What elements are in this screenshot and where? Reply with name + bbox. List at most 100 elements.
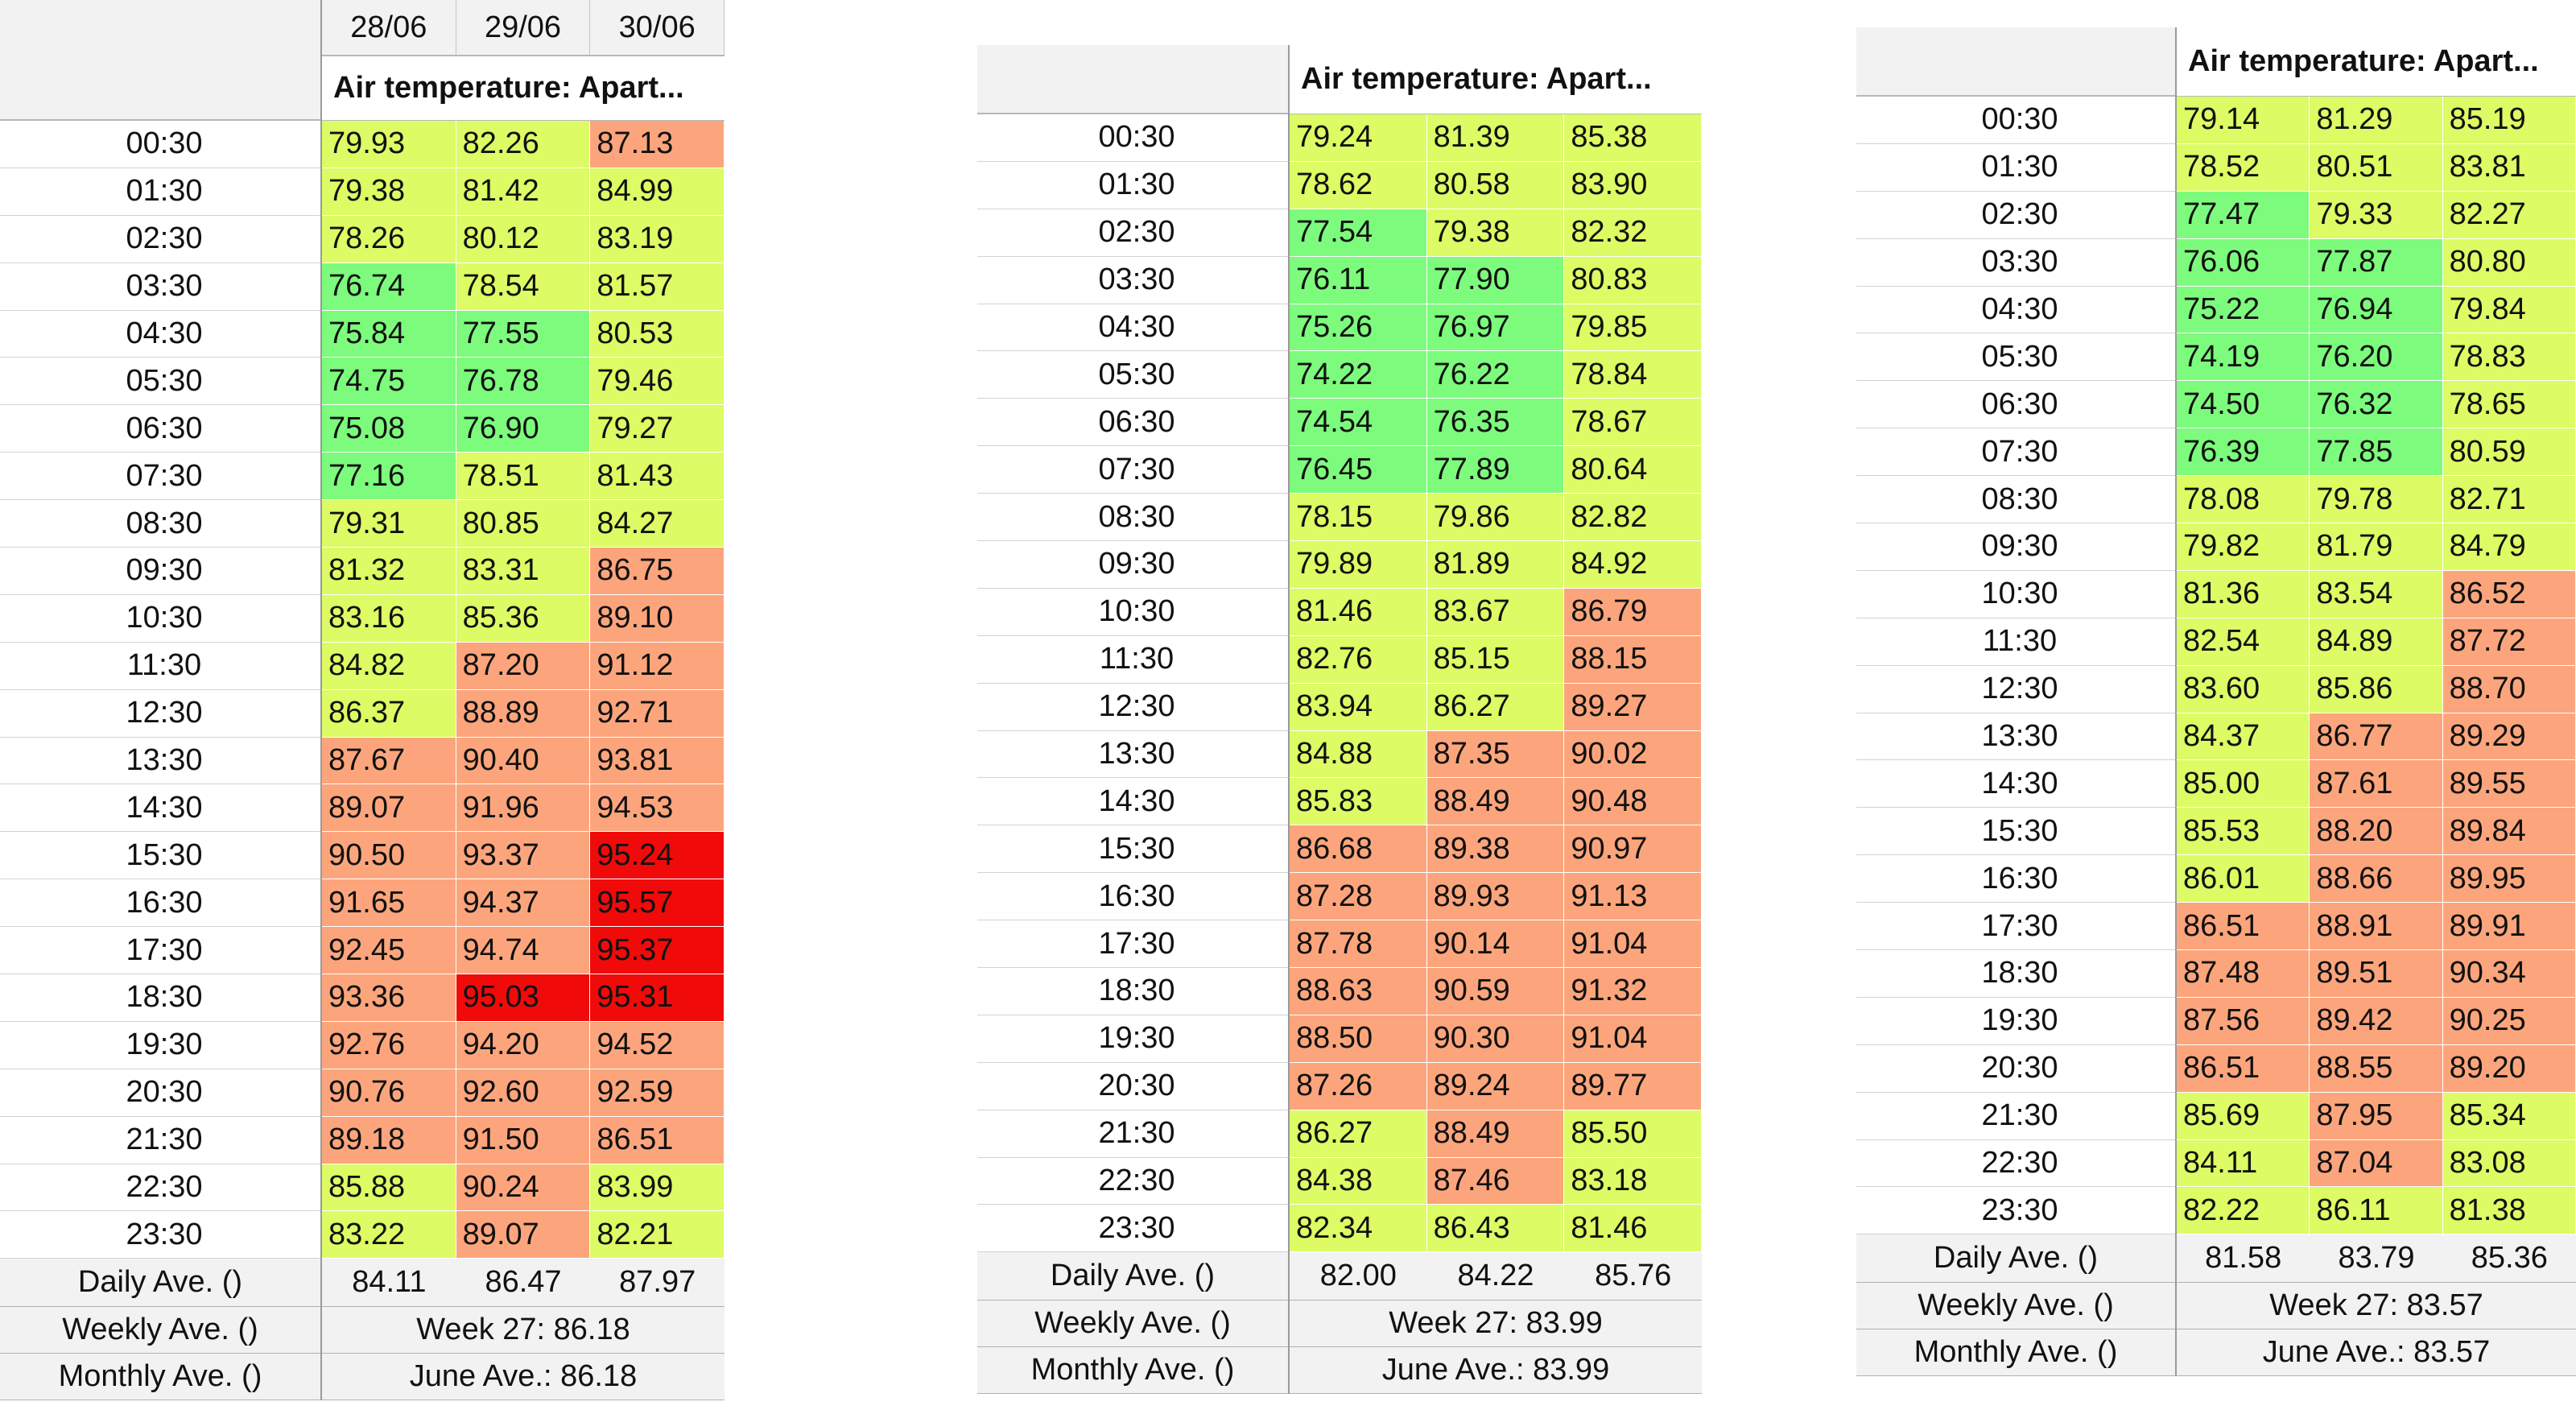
value-cell[interactable]: 77.87 (2310, 238, 2443, 286)
value-cell[interactable]: 76.39 (2177, 428, 2310, 476)
value-cell[interactable]: 85.50 (1564, 1110, 1703, 1157)
value-cell[interactable]: 79.38 (1426, 209, 1565, 256)
value-cell[interactable]: 79.86 (1426, 494, 1565, 541)
value-cell[interactable]: 78.62 (1290, 161, 1427, 209)
value-cell[interactable]: 74.50 (2177, 381, 2310, 428)
value-cell[interactable]: 77.55 (456, 310, 591, 358)
value-cell[interactable]: 79.89 (1290, 541, 1427, 588)
value-cell[interactable]: 95.57 (590, 879, 725, 927)
value-cell[interactable]: 90.30 (1426, 1015, 1565, 1062)
value-cell[interactable]: 86.68 (1290, 825, 1427, 873)
value-cell[interactable]: 77.54 (1290, 209, 1427, 256)
value-cell[interactable]: 83.67 (1426, 588, 1565, 635)
value-cell[interactable]: 87.95 (2310, 1092, 2443, 1139)
value-cell[interactable]: 89.07 (322, 784, 456, 832)
value-cell[interactable]: 92.76 (322, 1021, 456, 1069)
value-cell[interactable]: 94.74 (456, 927, 591, 974)
value-cell[interactable]: 87.13 (590, 121, 725, 167)
value-cell[interactable]: 85.19 (2442, 97, 2576, 143)
value-cell[interactable]: 89.29 (2442, 713, 2576, 760)
value-cell[interactable]: 80.85 (456, 500, 591, 548)
value-cell[interactable]: 91.32 (1564, 968, 1703, 1015)
value-cell[interactable]: 77.85 (2310, 428, 2443, 476)
value-cell[interactable]: 79.24 (1290, 114, 1427, 161)
value-cell[interactable]: 79.84 (2442, 286, 2576, 333)
value-cell[interactable]: 90.76 (322, 1069, 456, 1116)
value-cell[interactable]: 91.50 (456, 1116, 591, 1164)
value-cell[interactable]: 82.76 (1290, 635, 1427, 683)
value-cell[interactable]: 86.75 (590, 548, 725, 594)
value-cell[interactable]: 88.20 (2310, 808, 2443, 855)
value-cell[interactable]: 90.50 (322, 832, 456, 879)
value-cell[interactable]: 79.38 (322, 167, 456, 215)
value-cell[interactable]: 79.82 (2177, 523, 2310, 570)
value-cell[interactable]: 89.07 (456, 1211, 591, 1259)
value-cell[interactable]: 92.71 (590, 689, 725, 737)
value-cell[interactable]: 84.38 (1290, 1157, 1427, 1205)
value-cell[interactable]: 75.22 (2177, 286, 2310, 333)
value-cell[interactable]: 94.20 (456, 1021, 591, 1069)
value-cell[interactable]: 76.74 (322, 263, 456, 310)
value-cell[interactable]: 91.65 (322, 879, 456, 927)
value-cell[interactable]: 76.45 (1290, 446, 1427, 494)
value-cell[interactable]: 83.94 (1290, 683, 1427, 730)
value-cell[interactable]: 89.27 (1564, 683, 1703, 730)
value-cell[interactable]: 87.20 (456, 642, 591, 689)
value-cell[interactable]: 82.71 (2442, 476, 2576, 523)
value-cell[interactable]: 80.51 (2310, 143, 2443, 191)
value-cell[interactable]: 81.57 (590, 263, 725, 310)
value-cell[interactable]: 81.39 (1426, 114, 1565, 161)
value-cell[interactable]: 87.67 (322, 737, 456, 784)
value-cell[interactable]: 80.80 (2442, 238, 2576, 286)
value-cell[interactable]: 86.27 (1426, 683, 1565, 730)
value-cell[interactable]: 87.78 (1290, 920, 1427, 968)
value-cell[interactable]: 75.26 (1290, 304, 1427, 351)
value-cell[interactable]: 78.15 (1290, 494, 1427, 541)
value-cell[interactable]: 94.52 (590, 1021, 725, 1069)
value-cell[interactable]: 86.27 (1290, 1110, 1427, 1157)
value-cell[interactable]: 80.59 (2442, 428, 2576, 476)
value-cell[interactable]: 85.00 (2177, 760, 2310, 808)
value-cell[interactable]: 78.67 (1564, 399, 1703, 446)
value-cell[interactable]: 89.55 (2442, 760, 2576, 808)
value-cell[interactable]: 84.82 (322, 642, 456, 689)
value-cell[interactable]: 76.20 (2310, 333, 2443, 381)
value-cell[interactable]: 85.83 (1290, 778, 1427, 825)
value-cell[interactable]: 92.59 (590, 1069, 725, 1116)
value-cell[interactable]: 84.27 (590, 500, 725, 548)
value-cell[interactable]: 85.38 (1564, 114, 1703, 161)
value-cell[interactable]: 89.38 (1426, 825, 1565, 873)
value-cell[interactable]: 81.89 (1426, 541, 1565, 588)
value-cell[interactable]: 82.32 (1564, 209, 1703, 256)
value-cell[interactable]: 86.51 (2177, 1044, 2310, 1092)
value-cell[interactable]: 91.04 (1564, 920, 1703, 968)
value-cell[interactable]: 84.99 (590, 167, 725, 215)
value-cell[interactable]: 76.22 (1426, 351, 1565, 399)
value-cell[interactable]: 86.11 (2310, 1187, 2443, 1234)
value-cell[interactable]: 87.28 (1290, 873, 1427, 920)
value-cell[interactable]: 85.69 (2177, 1092, 2310, 1139)
value-cell[interactable]: 83.22 (322, 1211, 456, 1259)
value-cell[interactable]: 93.37 (456, 832, 591, 879)
value-cell[interactable]: 89.95 (2442, 855, 2576, 903)
value-cell[interactable]: 92.45 (322, 927, 456, 974)
value-cell[interactable]: 87.46 (1426, 1157, 1565, 1205)
value-cell[interactable]: 83.54 (2310, 570, 2443, 618)
value-cell[interactable]: 76.78 (456, 358, 591, 405)
value-cell[interactable]: 77.90 (1426, 256, 1565, 304)
value-cell[interactable]: 95.03 (456, 974, 591, 1021)
value-cell[interactable]: 76.32 (2310, 381, 2443, 428)
value-cell[interactable]: 81.46 (1564, 1205, 1703, 1252)
series-title[interactable]: Air temperature: Apart... (1290, 45, 1702, 114)
value-cell[interactable]: 90.48 (1564, 778, 1703, 825)
value-cell[interactable]: 78.26 (322, 215, 456, 263)
value-cell[interactable]: 74.75 (322, 358, 456, 405)
value-cell[interactable]: 82.21 (590, 1211, 725, 1259)
value-cell[interactable]: 81.42 (456, 167, 591, 215)
value-cell[interactable]: 83.16 (322, 594, 456, 642)
value-cell[interactable]: 78.65 (2442, 381, 2576, 428)
value-cell[interactable]: 82.54 (2177, 618, 2310, 665)
value-cell[interactable]: 95.31 (590, 974, 725, 1021)
value-cell[interactable]: 88.49 (1426, 1110, 1565, 1157)
value-cell[interactable]: 76.11 (1290, 256, 1427, 304)
